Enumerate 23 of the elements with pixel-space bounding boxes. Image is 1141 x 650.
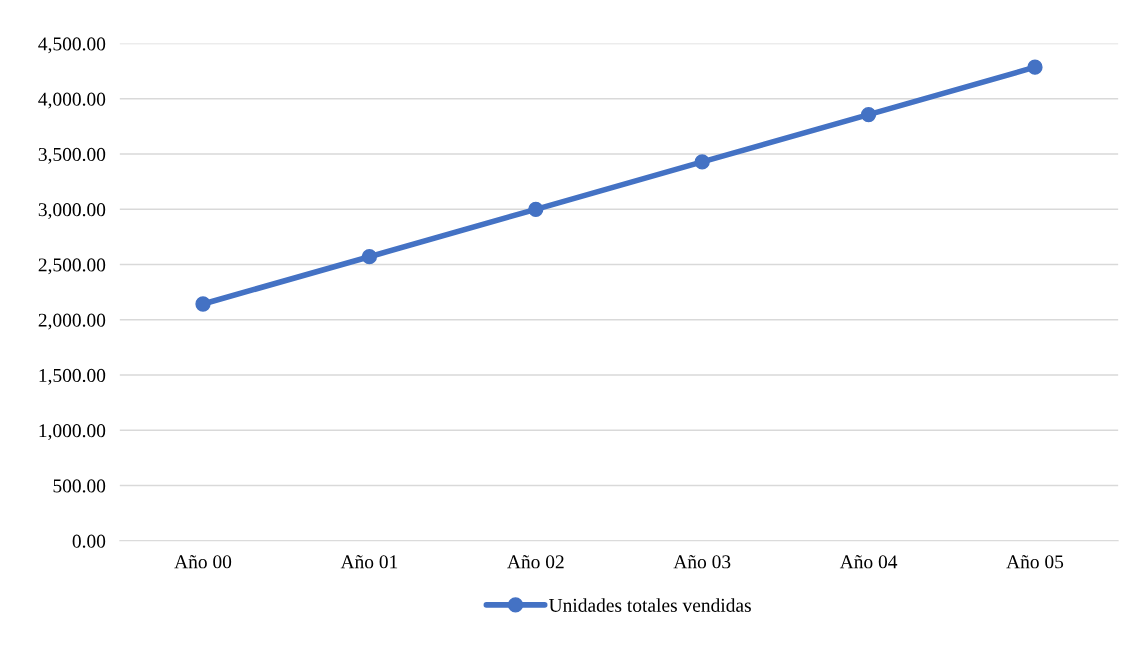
y-tick-label: 4,000.00 <box>38 92 106 109</box>
point <box>1027 59 1043 75</box>
y-tick-label: 3,000.00 <box>38 203 106 220</box>
point <box>860 106 877 123</box>
legend-label: Unidades totales vendidas <box>548 598 751 612</box>
x-tick-label: Año 01 <box>340 555 398 569</box>
point <box>528 201 544 217</box>
y-tick-label: 3,500.00 <box>38 147 106 164</box>
x-tick-label: Año 03 <box>673 555 731 569</box>
point <box>361 249 378 265</box>
x-tick-label: Año 02 <box>507 555 564 569</box>
point <box>694 154 710 170</box>
y-tick-label: 500.00 <box>53 479 106 493</box>
x-tick-label: Año 05 <box>1006 555 1064 569</box>
x-tick-label: Año 00 <box>174 555 232 569</box>
y-tick-label: 1,000.00 <box>39 424 106 441</box>
y-tick-label: 2,000.00 <box>38 313 106 330</box>
point <box>195 296 211 312</box>
y-tick-label: 1,500.00 <box>39 368 106 385</box>
y-tick-label: 4,500.00 <box>38 37 106 54</box>
y-tick-label: 2,500.00 <box>38 258 106 275</box>
x-tick-label: Año 04 <box>839 555 898 569</box>
y-tick-label: 0.00 <box>72 534 106 548</box>
